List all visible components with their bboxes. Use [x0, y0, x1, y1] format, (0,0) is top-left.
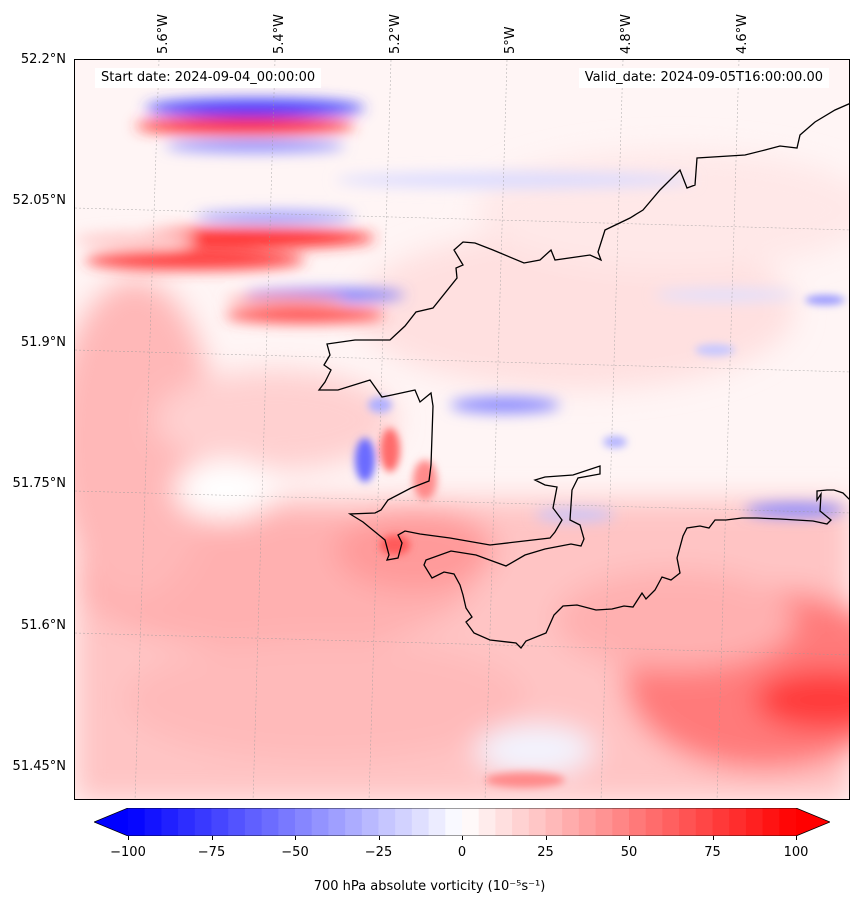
vorticity-field [75, 60, 849, 799]
colorbar-segment [645, 808, 663, 836]
colorbar-segment [211, 808, 229, 836]
colorbar-segment [395, 808, 413, 836]
colorbar-tick-label: −50 [281, 845, 309, 860]
colorbar-segment [729, 808, 747, 836]
colorbar-tickmark [378, 836, 380, 840]
colorbar-segment [244, 808, 263, 836]
colorbar-segment [144, 808, 162, 836]
colorbar-segment [128, 808, 146, 836]
colorbar-tickmark [295, 836, 296, 840]
colorbar-tick-label: −100 [110, 845, 146, 860]
lon-tick-4.6w: 4.6°W [735, 13, 750, 54]
lon-tick-5.4w: 5.4°W [272, 13, 287, 54]
lon-tick-4.8w: 4.8°W [619, 13, 634, 54]
lon-tick-5.6w: 5.6°W [156, 13, 171, 54]
colorbar-tickmark [712, 836, 714, 840]
colorbar-segment [378, 808, 396, 836]
coastline [317, 103, 849, 650]
colorbar-segment [228, 808, 246, 836]
colorbar-segment [311, 808, 329, 836]
colorbar-segment [278, 808, 296, 836]
colorbar-tickmark [128, 836, 129, 840]
colorbar-extend-high [796, 808, 830, 836]
colorbar-segment [411, 808, 430, 836]
colorbar-segment [512, 808, 530, 836]
colorbar-tickmark [545, 836, 547, 840]
colorbar-segment [745, 808, 764, 836]
colorbar-segment [695, 808, 713, 836]
colorbar-segment [762, 808, 780, 836]
colorbar-tick-label: 0 [457, 845, 467, 860]
colorbar-segment [562, 808, 580, 836]
colorbar-segment [629, 808, 647, 836]
colorbar-tickmark [629, 836, 630, 840]
lon-tick-5.2w: 5.2°W [388, 13, 403, 54]
colorbar-segment [295, 808, 313, 836]
colorbar-segment [495, 808, 513, 836]
colorbar-tick-label: −25 [364, 845, 393, 860]
colorbar-segment [361, 808, 379, 836]
colorbar-tickmark [796, 836, 797, 840]
lat-tick-51.6: 51.6°N [20, 618, 66, 633]
map-panel: Start date: 2024-09-04_00:00:00 Valid_da… [74, 59, 850, 800]
colorbar-segment [712, 808, 730, 836]
colorbar-segment [462, 808, 480, 836]
colorbar-segment [545, 808, 563, 836]
colorbar-segment [578, 808, 597, 836]
colorbar-segment [261, 808, 279, 836]
colorbar-segment [345, 808, 363, 836]
colorbar-segment [478, 808, 496, 836]
lon-tick-5w: 5°W [503, 26, 518, 54]
colorbar-segment [445, 808, 463, 836]
colorbar-segment [194, 808, 212, 836]
colorbar-tickmark [211, 836, 213, 840]
start-date-label: Start date: 2024-09-04_00:00:00 [95, 68, 322, 88]
small-cells [355, 295, 845, 788]
colorbar-tick-label: 100 [783, 845, 809, 860]
broad-positive-areas [75, 150, 849, 799]
colorbar-segment [428, 808, 446, 836]
colorbar-tick-label: 25 [537, 845, 554, 860]
colorbar-segment [779, 808, 797, 836]
colorbar [94, 808, 830, 836]
lat-tick-52.2: 52.2°N [20, 52, 66, 67]
colorbar-tick-label: −75 [197, 845, 226, 860]
lat-tick-51.75: 51.75°N [12, 476, 66, 491]
colorbar-segment [161, 808, 179, 836]
colorbar-label: 700 hPa absolute vorticity (10⁻⁵s⁻¹) [313, 879, 546, 894]
colorbar-segment [679, 808, 697, 836]
colorbar-segment [528, 808, 546, 836]
colorbar-segment [178, 808, 196, 836]
lat-tick-51.45: 51.45°N [12, 759, 66, 774]
colorbar-segment [328, 808, 346, 836]
colorbar-tick-label: 50 [620, 845, 638, 860]
gridlines [75, 60, 849, 799]
colorbar-segment [595, 808, 613, 836]
colorbar-segment [612, 808, 630, 836]
lat-tick-51.9: 51.9°N [20, 335, 66, 350]
colorbar-extend-low [94, 808, 128, 836]
colorbar-segment [662, 808, 680, 836]
colorbar-tick-label: 75 [704, 845, 721, 860]
valid-date-label: Valid_date: 2024-09-05T16:00:00.00 [578, 68, 829, 88]
lat-tick-52.05: 52.05°N [12, 193, 66, 208]
colorbar-tickmark [462, 836, 463, 840]
